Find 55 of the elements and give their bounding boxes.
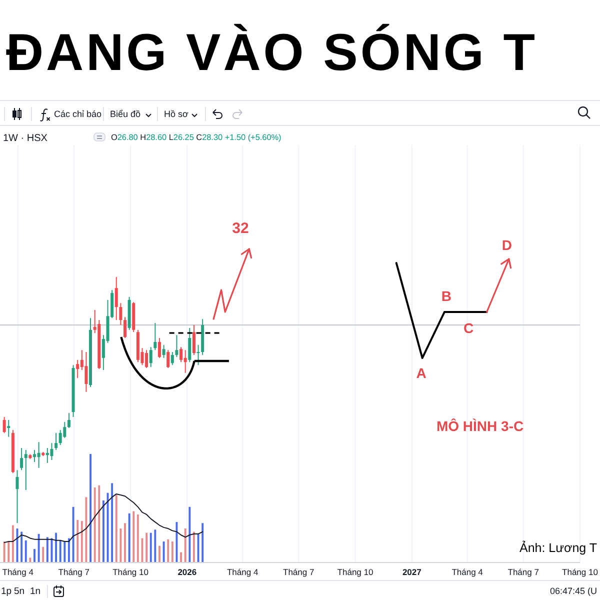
candlestick bbox=[67, 412, 70, 429]
candlestick bbox=[76, 359, 80, 379]
candlestick bbox=[16, 470, 19, 524]
text: Hồ sơ bbox=[164, 109, 189, 119]
text: 1W · HSX bbox=[3, 133, 48, 144]
x-tick-label: Tháng 7 bbox=[508, 567, 540, 577]
candlestick bbox=[2, 416, 6, 434]
x-tick-label: Tháng 10 bbox=[112, 567, 149, 577]
x-tick-label: Tháng 4 bbox=[2, 567, 34, 577]
candlestick bbox=[192, 324, 196, 356]
candlestick bbox=[188, 327, 192, 363]
text: D bbox=[502, 237, 512, 253]
candlestick bbox=[154, 322, 157, 351]
candlestick bbox=[170, 352, 174, 366]
candlestick bbox=[158, 338, 161, 358]
text: Biểu đồ bbox=[110, 109, 141, 119]
x-tick-label: Tháng 10 bbox=[562, 567, 598, 577]
candlestick bbox=[58, 430, 62, 446]
x-tick-label: Tháng 4 bbox=[452, 567, 484, 577]
x-tick-label: Tháng 7 bbox=[58, 567, 90, 577]
x-tick-label: Tháng 4 bbox=[226, 567, 258, 577]
candlestick bbox=[149, 346, 152, 368]
text: 06:47:45 (U bbox=[550, 586, 597, 596]
candlestick bbox=[84, 352, 88, 392]
text: Các chỉ báo bbox=[54, 109, 102, 119]
candlestick bbox=[114, 276, 118, 321]
x-tick-label: 2026 bbox=[178, 567, 197, 577]
text: 32 bbox=[232, 220, 249, 237]
annotation: B bbox=[441, 288, 452, 304]
candlestick bbox=[196, 344, 200, 366]
text: 1p bbox=[1, 586, 12, 597]
candlestick bbox=[123, 316, 126, 339]
x-tick-label: 2027 bbox=[402, 567, 422, 577]
candlestick bbox=[175, 334, 178, 358]
candlestick bbox=[20, 447, 24, 471]
candlestick bbox=[50, 442, 54, 461]
annotation: A bbox=[416, 365, 426, 381]
x-tick-label: Tháng 7 bbox=[283, 567, 314, 577]
annotation: MÔ HÌNH 3-C bbox=[436, 418, 524, 434]
candlestick bbox=[180, 346, 183, 363]
annotation: C bbox=[463, 320, 474, 336]
candlestick bbox=[54, 432, 58, 450]
text: 5n bbox=[14, 586, 25, 597]
text: 1n bbox=[30, 586, 41, 597]
text: O26.80 H28.60 L26.25 C28.30 +1.50 (+5.60%) bbox=[111, 133, 282, 142]
candlestick bbox=[37, 442, 40, 468]
candlestick bbox=[162, 344, 166, 358]
candlestick bbox=[166, 350, 170, 369]
candlestick bbox=[7, 419, 10, 438]
annotation: Ảnh: Lương T bbox=[520, 540, 598, 555]
candlestick bbox=[24, 449, 28, 491]
candlestick bbox=[184, 350, 187, 374]
x-tick-label: Tháng 10 bbox=[337, 567, 374, 577]
chart-title: ĐANG VÀO SÓNG T bbox=[6, 23, 538, 82]
candlestick bbox=[119, 302, 122, 326]
